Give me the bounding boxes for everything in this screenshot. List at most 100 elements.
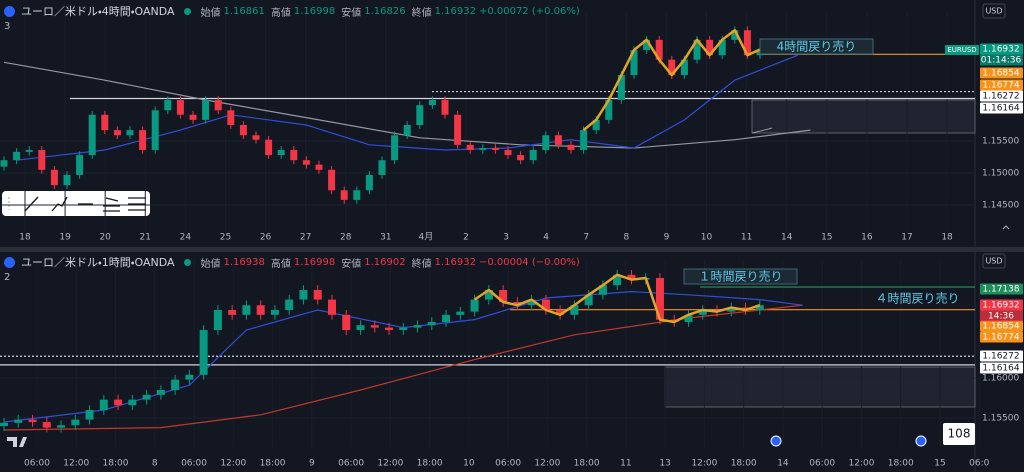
zone-connector [751, 127, 773, 134]
y-tick-label: 1.15500 [982, 414, 1019, 424]
candle-body [513, 302, 522, 306]
candle-body [584, 294, 593, 306]
currency-button[interactable] [982, 3, 1006, 19]
candle-body [239, 125, 247, 136]
indicator-toggle[interactable]: 2 [4, 272, 10, 283]
candle-body [114, 399, 123, 406]
candle-body [698, 310, 707, 315]
candle-body [14, 419, 23, 423]
ohlc-value: 1.16938 [223, 256, 265, 268]
candle-body [554, 135, 562, 145]
x-tick-label: 12:00 [691, 459, 717, 469]
candle-body [42, 422, 51, 428]
candle-body [391, 135, 399, 161]
indicator-count: 2 [4, 272, 11, 283]
candle-body [385, 327, 394, 331]
candle-body [441, 100, 449, 115]
candle-body [680, 59, 688, 76]
logo-mark[interactable] [7, 437, 27, 447]
symbol-name: ユーロ／米ドル・1時間・OANDA [21, 256, 175, 269]
price-tag-label: 1.16774 [982, 81, 1019, 91]
candle-body [655, 39, 663, 60]
candle-body [176, 100, 184, 115]
x-tick-label: 17 [901, 233, 912, 243]
ohlc-label: 高値 [270, 7, 291, 19]
x-tick-label: 20 [99, 233, 111, 243]
x-tick-label: 9 [309, 459, 315, 469]
x-tick-label: 28 [340, 233, 352, 243]
axis-settings[interactable] [1002, 225, 1010, 230]
candle-body [85, 410, 94, 420]
indicator-toggle[interactable]: 3 [4, 21, 10, 32]
price-tag [980, 299, 1023, 311]
candle-body [0, 160, 8, 167]
tool-fib[interactable] [103, 197, 120, 212]
currency: USD [985, 7, 1002, 16]
candle-body [101, 114, 109, 131]
zigzag-drawing [582, 28, 761, 132]
price-tag-label: 1.16854 [982, 322, 1019, 332]
candle-body [605, 100, 613, 120]
tradingview-logo[interactable] [7, 437, 27, 447]
event-flag[interactable] [770, 435, 782, 447]
x-tick-label: 14 [781, 233, 793, 243]
candle-body [617, 75, 625, 101]
symbol-badge [945, 45, 979, 55]
candle-body [139, 130, 147, 150]
x-tick-label: 19 [59, 233, 71, 243]
counter-box [943, 423, 975, 445]
x-tick-label: 10 [463, 459, 475, 469]
candle-body [63, 174, 71, 186]
candle-body [88, 114, 96, 156]
candle-body [541, 299, 550, 311]
candle-body [38, 149, 46, 170]
x-tick-label: 06:0 [969, 459, 989, 469]
price-tag [980, 283, 1023, 295]
candle-body [484, 290, 493, 300]
ohlc-label: 安値 [341, 258, 362, 270]
price-tag-label: 1.16774 [982, 333, 1019, 343]
x-tick-label: 8 [623, 233, 629, 243]
candle-body [413, 325, 422, 328]
candle-body [479, 148, 487, 150]
x-tick-label: 12:00 [63, 459, 89, 469]
candle-body [299, 290, 308, 300]
drawing-toolbar[interactable] [2, 191, 150, 216]
x-tick-label: 18 [19, 233, 31, 243]
candle-body [684, 314, 693, 323]
zigzag-drawing [473, 273, 761, 324]
x-tick-label: 12:00 [848, 459, 874, 469]
indicator-count: 3 [4, 21, 11, 32]
candle-body [693, 39, 701, 60]
price-tag-label: 1.16272 [982, 352, 1019, 362]
tool-trendline[interactable] [24, 196, 39, 212]
ohlc-value: 1.16932 [434, 5, 476, 17]
market-status [183, 7, 191, 15]
x-tick-label: 9 [664, 233, 670, 243]
candle-body [630, 50, 638, 76]
annotation: ４時間戻り売り [875, 291, 959, 306]
price-tag [980, 79, 1023, 91]
toolbar-background [2, 191, 150, 216]
candle-body [25, 149, 33, 152]
x-tick-label: 06:00 [24, 459, 50, 469]
countdown-tag [980, 310, 1023, 322]
annotation-box [683, 268, 798, 285]
price-change: +0.00072 (+0.06%) [478, 5, 580, 17]
annotation: １時間戻り売り [698, 269, 782, 284]
event-flag[interactable] [915, 435, 927, 447]
candle-body [202, 100, 210, 120]
symbol-badge-label: EURUSD [947, 46, 976, 54]
candle-body [592, 119, 600, 131]
y-tick-label: 1.15000 [982, 169, 1019, 179]
price-tag-label: 1.16854 [982, 69, 1019, 79]
currency-button[interactable] [982, 253, 1006, 269]
x-tick-label: 14 [777, 459, 789, 469]
candle-body [0, 422, 8, 427]
candle-body [727, 307, 736, 312]
candle-body [399, 327, 408, 331]
price-tag-label: 1.16164 [982, 104, 1019, 114]
candle-body [527, 299, 536, 306]
candle-body [356, 325, 365, 331]
tool-parallel[interactable] [128, 197, 146, 211]
